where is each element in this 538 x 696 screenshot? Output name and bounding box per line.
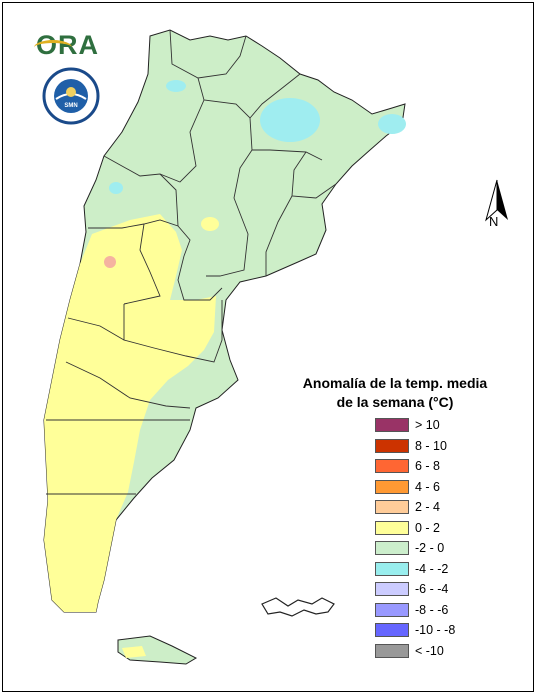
- legend-label: < -10: [415, 643, 444, 658]
- legend-swatch: [375, 602, 409, 617]
- legend-label: 6 - 8: [415, 459, 441, 473]
- hot-spot-mendoza: [104, 256, 116, 268]
- province-borders: [46, 29, 337, 495]
- legend-item: 2 - 4: [375, 500, 515, 515]
- north-arrow-icon: [485, 179, 508, 222]
- legend-item: 0 - 2: [375, 520, 515, 536]
- legend-title-line2: de la semana (°C): [336, 394, 454, 410]
- north-label: N: [489, 214, 499, 229]
- legend-label: > 10: [415, 418, 440, 432]
- legend-swatch: [375, 520, 409, 535]
- legend-swatch: [375, 582, 409, 596]
- legend-label: 2 - 4: [415, 500, 441, 514]
- legend-swatch: [375, 418, 409, 432]
- tierra-del-fuego: [117, 635, 198, 665]
- legend-title-line1: Anomalía de la temp. media: [302, 375, 488, 391]
- legend-swatch: [375, 500, 409, 514]
- tierra-del-fuego-warm: [122, 646, 146, 658]
- legend-label: 8 - 10: [415, 438, 447, 453]
- malvinas-islands: [261, 597, 335, 617]
- legend-label: -4 - -2: [415, 561, 449, 576]
- legend-swatch: [375, 438, 409, 453]
- legend-item: -8 - -6: [375, 602, 515, 618]
- legend-label: -10 - -8: [415, 623, 456, 637]
- cool-spot-north: [166, 80, 186, 92]
- legend-swatch: [375, 561, 409, 576]
- legend-label: -2 - 0: [415, 541, 445, 555]
- legend-item: -6 - -4: [375, 582, 515, 597]
- ora-logo: ORA: [34, 30, 106, 60]
- ora-swoosh-icon: [34, 40, 72, 55]
- cool-spot-northeast: [260, 98, 320, 142]
- legend-item: 8 - 10: [375, 438, 515, 454]
- legend-item: -4 - -2: [375, 561, 515, 577]
- legend-label: 4 - 6: [415, 479, 441, 494]
- legend-swatch: [375, 643, 409, 658]
- cool-spot-west: [109, 182, 123, 194]
- legend-item: < -10: [375, 643, 515, 659]
- legend-title: Anomalía de la temp. media de la semana …: [300, 374, 490, 412]
- smn-seal-logo: SMN: [42, 67, 100, 125]
- svg-text:SMN: SMN: [64, 103, 77, 109]
- legend-item: > 10: [375, 418, 515, 433]
- legend-item: 6 - 8: [375, 459, 515, 474]
- legend-swatch: [375, 459, 409, 473]
- legend-item: 4 - 6: [375, 479, 515, 495]
- legend-label: -8 - -6: [415, 602, 449, 617]
- legend-swatch: [375, 541, 409, 555]
- cool-spot-misiones: [378, 114, 406, 134]
- legend-item: -10 - -8: [375, 623, 515, 638]
- legend-label: 0 - 2: [415, 520, 441, 535]
- legend-label: -6 - -4: [415, 582, 449, 596]
- warm-spot-south: [62, 427, 78, 441]
- legend-swatch: [375, 479, 409, 494]
- legend-swatch: [375, 623, 409, 637]
- legend-item: -2 - 0: [375, 541, 515, 556]
- warm-spot-cordoba: [201, 217, 219, 231]
- warm-anomaly-region: [44, 214, 216, 612]
